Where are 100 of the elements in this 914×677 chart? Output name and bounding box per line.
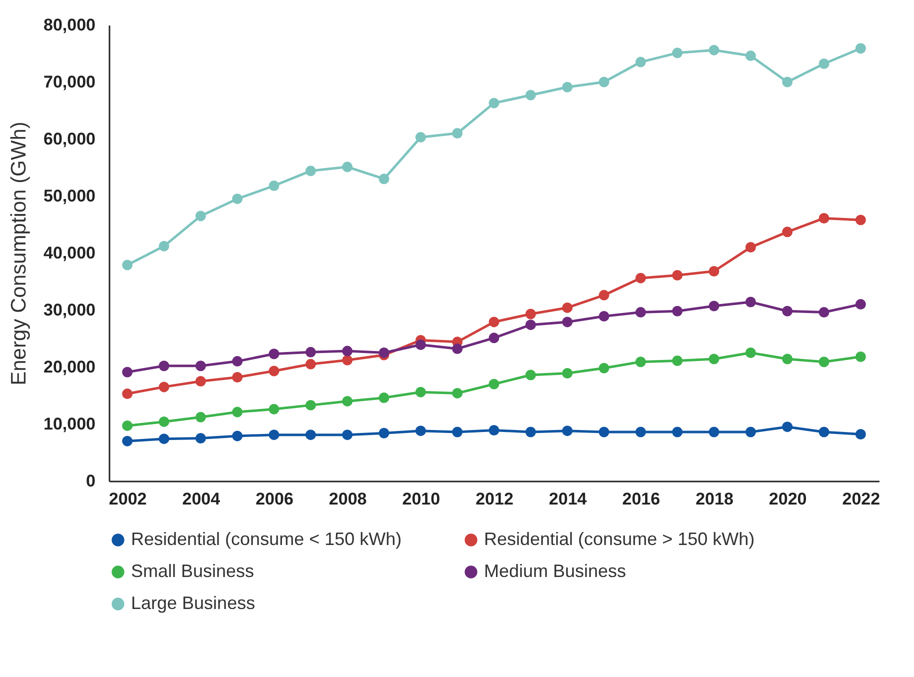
point — [342, 162, 353, 172]
point — [415, 340, 426, 350]
point — [158, 416, 170, 427]
point — [745, 426, 756, 438]
point — [782, 226, 793, 238]
point — [855, 429, 866, 440]
point — [415, 132, 426, 143]
point — [562, 426, 573, 436]
legend-label: Residential (consume < 150 kWh) — [131, 529, 402, 549]
point — [672, 355, 683, 366]
point — [745, 242, 756, 253]
y-tick-label: 70,000 — [44, 72, 96, 92]
point — [232, 356, 243, 367]
point — [122, 420, 133, 431]
point — [525, 320, 536, 330]
point — [598, 290, 610, 300]
legend-label: Medium Business — [484, 561, 626, 581]
point — [525, 308, 536, 320]
point — [562, 82, 573, 92]
point — [745, 296, 756, 308]
point — [232, 372, 243, 382]
x-tick-label: 2006 — [256, 490, 294, 508]
point — [488, 378, 500, 390]
y-tick-label: 20,000 — [44, 358, 96, 376]
y-tick-label: 50,000 — [44, 186, 96, 206]
point — [268, 430, 280, 440]
point — [268, 404, 280, 414]
point — [232, 430, 243, 442]
point — [635, 56, 646, 68]
point — [122, 436, 133, 446]
point — [268, 366, 280, 376]
point — [562, 316, 573, 328]
x-tick-label: 2010 — [402, 490, 440, 508]
point — [195, 412, 206, 422]
point — [452, 344, 463, 354]
point — [855, 299, 866, 310]
x-tick-label: 2004 — [182, 490, 221, 508]
point — [855, 352, 866, 362]
point — [122, 260, 133, 270]
point — [635, 272, 646, 284]
point — [672, 270, 683, 280]
x-tick-label: 2020 — [768, 490, 807, 508]
legend-label: Residential (consume > 150 kWh) — [484, 529, 755, 549]
point — [488, 316, 500, 328]
point — [525, 90, 536, 100]
point — [818, 426, 830, 438]
point — [488, 98, 500, 108]
point — [415, 386, 426, 398]
y-tick-label: 60,000 — [44, 130, 96, 148]
point — [378, 428, 390, 438]
point — [525, 426, 536, 438]
point — [305, 430, 316, 440]
point — [782, 306, 793, 316]
x-tick-label: 2022 — [842, 490, 880, 508]
point — [782, 422, 793, 432]
point — [158, 240, 170, 252]
y-tick-label: 40,000 — [44, 244, 96, 262]
point — [158, 360, 170, 372]
point — [305, 166, 316, 176]
point — [305, 346, 316, 358]
point — [195, 210, 206, 222]
y-tick-label: 10,000 — [44, 414, 96, 434]
point — [122, 388, 133, 400]
point — [598, 76, 610, 88]
point — [708, 266, 720, 276]
point — [452, 426, 463, 438]
point — [488, 332, 500, 344]
point — [782, 354, 793, 364]
point — [635, 307, 646, 318]
point — [342, 430, 353, 440]
point — [672, 426, 683, 438]
point — [855, 214, 866, 226]
point — [195, 433, 206, 444]
point — [305, 358, 316, 370]
x-tick-label: 2002 — [108, 490, 147, 508]
point — [745, 348, 756, 358]
point — [855, 43, 866, 54]
point — [598, 362, 610, 374]
point — [525, 370, 536, 380]
point — [672, 48, 683, 58]
point — [818, 212, 830, 224]
point — [708, 426, 720, 438]
y-tick-label: 80,000 — [44, 16, 96, 34]
point — [818, 307, 830, 318]
point — [305, 400, 316, 410]
legend-label: Large Business — [131, 593, 256, 613]
point — [268, 180, 280, 191]
point — [562, 368, 573, 379]
point — [195, 360, 206, 372]
point — [342, 354, 353, 366]
point — [708, 300, 720, 312]
point — [158, 434, 170, 444]
point — [342, 396, 353, 406]
point — [708, 44, 720, 56]
point — [745, 50, 756, 62]
x-tick-label: 2018 — [696, 490, 734, 508]
point — [782, 76, 793, 88]
y-axis-title: Energy Consumption (GWh) — [8, 122, 31, 386]
point — [635, 356, 646, 368]
x-tick-label: 2014 — [548, 490, 588, 508]
